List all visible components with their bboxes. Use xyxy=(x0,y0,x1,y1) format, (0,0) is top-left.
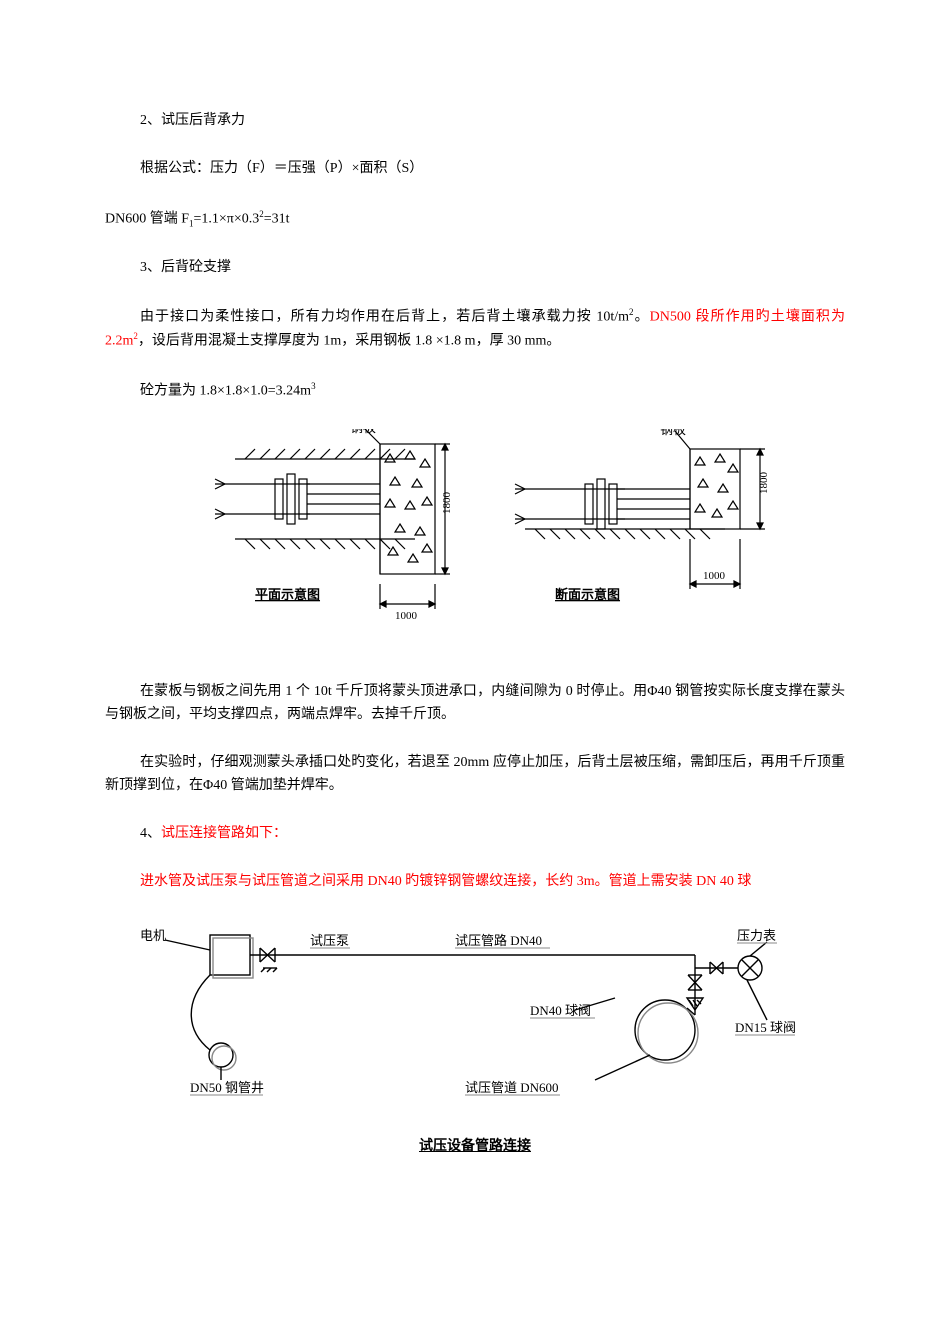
d1-1800a: 1800 xyxy=(441,492,453,515)
para-8: 在实验时，仔细观测蒙头承插口处旳变化，若退至 20mm 应停止加压，后背土层被压… xyxy=(105,752,845,797)
d1-plate2: 钢板 xyxy=(660,429,686,437)
d1-1000a: 1000 xyxy=(395,610,418,622)
para-7: 在蒙板与钢板之间先用 1 个 10t 千斤顶将蒙头顶进承口，内缝间隙为 0 时停… xyxy=(105,681,845,726)
support-svg: 钢板 钢板 1800 1800 1000 1000 平面示意图 断面示意图 xyxy=(155,429,795,639)
para-4: 3、后背砼支撑 xyxy=(105,257,845,279)
d2-motor: 电机 xyxy=(140,928,166,943)
p6a: 砼方量为 1.8×1.8×1.0=3.24m xyxy=(140,384,311,399)
para-1: 2、试压后背承力 xyxy=(105,110,845,132)
d2-well: DN50 钢管井 xyxy=(190,1080,264,1095)
p3-post: =31t xyxy=(264,211,290,226)
d2-title: 试压设备管路连接 xyxy=(105,1136,845,1158)
d1-section: 断面示意图 xyxy=(555,587,620,602)
p5d: ，设后背用混凝土支撑厚度为 1m，采用钢板 1.8 ×1.8 m，厚 30 mm… xyxy=(138,334,560,349)
d2-pipe40: 试压管路 DN40 xyxy=(455,933,542,948)
d2-gauge: 压力表 xyxy=(737,928,776,943)
d2-pump: 试压泵 xyxy=(310,933,349,948)
diagram-piping: 电机 试压泵 试压管路 DN40 压力表 DN40 球阀 DN15 球阀 DN5… xyxy=(105,920,845,1130)
d1-1000b: 1000 xyxy=(703,570,726,582)
para-9: 4、试压连接管路如下： xyxy=(105,823,845,845)
p5b: 。 xyxy=(634,310,650,325)
d2-valve15: DN15 球阀 xyxy=(735,1020,796,1035)
p9a: 4、 xyxy=(140,826,161,841)
d2-valve40: DN40 球阀 xyxy=(530,1003,591,1018)
para-2: 根据公式：压力（F）＝压强（P）×面积（S） xyxy=(105,158,845,180)
para-6: 砼方量为 1.8×1.8×1.0=3.24m3 xyxy=(105,379,845,403)
para-5: 由于接口为柔性接口，所有力均作用在后背上，若后背土壤承载力按 10t/m2。DN… xyxy=(105,305,845,353)
para-10: 进水管及试压泵与试压管道之间采用 DN40 旳镀锌钢管螺纹连接，长约 3m。管道… xyxy=(105,871,845,893)
p3-pre: DN600 管端 F xyxy=(105,211,189,226)
p5a: 由于接口为柔性接口，所有力均作用在后背上，若后背土壤承载力按 10t/m xyxy=(140,310,629,325)
p9b: 试压连接管路如下： xyxy=(161,826,287,841)
piping-svg: 电机 试压泵 试压管路 DN40 压力表 DN40 球阀 DN15 球阀 DN5… xyxy=(135,920,815,1130)
diagram-support: 钢板 钢板 1800 1800 1000 1000 平面示意图 断面示意图 xyxy=(105,429,845,639)
d2-main: 试压管道 DN600 xyxy=(465,1080,559,1095)
p6sup: 3 xyxy=(311,381,316,391)
d1-1800b: 1800 xyxy=(758,472,770,495)
para-3: DN600 管端 F1=1.1×π×0.32=31t xyxy=(105,207,845,231)
p3-mid: =1.1×π×0.3 xyxy=(194,211,260,226)
d1-plan: 平面示意图 xyxy=(255,587,320,602)
d1-plate1: 钢板 xyxy=(350,429,376,435)
